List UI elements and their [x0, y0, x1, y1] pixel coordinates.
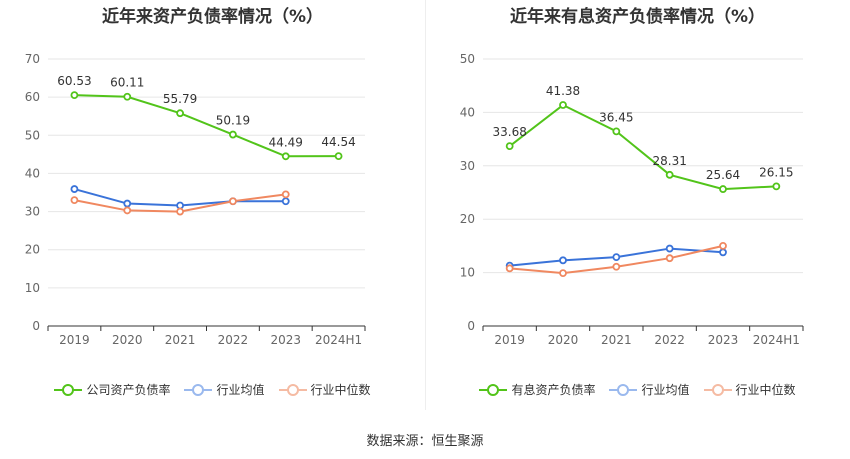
x-tick-label: 2022 [218, 333, 249, 347]
legend-marker-icon [278, 383, 307, 396]
data-point [505, 264, 514, 273]
data-point [772, 182, 781, 191]
data-label: 28.31 [652, 154, 686, 168]
data-point [70, 196, 79, 205]
x-tick-label: 2023 [708, 333, 739, 347]
data-point [559, 256, 567, 265]
y-tick-label: 30 [460, 159, 475, 173]
x-tick-label: 2024H1 [753, 333, 800, 347]
legend-marker-icon [703, 383, 732, 396]
data-label: 25.64 [706, 168, 740, 182]
data-point [70, 91, 79, 100]
y-tick-label: 20 [460, 212, 475, 226]
x-tick-label: 2023 [270, 333, 301, 347]
legend-item-primary[interactable]: 有息资产负债率 [479, 381, 595, 398]
legend-item-industry-avg[interactable]: 行业均值 [184, 381, 265, 398]
chart-plot: 0 10 20 30 40 50 60 70 2019 2020 2021 2022 2023 2024H… [25, 52, 366, 347]
legend-label: 行业中位数 [735, 383, 796, 397]
legend-label: 行业中位数 [310, 383, 371, 397]
data-label: 26.15 [759, 165, 793, 179]
y-tick-label: 40 [460, 105, 475, 119]
chart-plot: 0 10 20 30 40 50 2019 2020 2021 2022 2023 2024H1 33.… [460, 52, 804, 347]
data-point [123, 199, 132, 208]
data-label: 44.49 [269, 135, 303, 149]
data-point [123, 206, 132, 215]
legend-marker-icon [184, 383, 213, 396]
data-point [665, 244, 674, 253]
data-point [281, 152, 290, 161]
data-point [719, 248, 727, 257]
data-point [281, 197, 290, 206]
data-point [559, 269, 567, 278]
legend-item-industry-avg[interactable]: 行业均值 [609, 381, 690, 398]
data-point [123, 92, 132, 101]
data-label: 55.79 [163, 92, 197, 106]
x-tick-label: 2022 [654, 333, 685, 347]
legend-item-primary[interactable]: 公司资产负债率 [54, 381, 170, 398]
data-point [719, 185, 727, 193]
x-tick-label: 2020 [548, 333, 579, 347]
legend-marker-icon [479, 383, 508, 396]
data-point [176, 109, 184, 118]
interest-debt-ratio-chart: 近年来有息资产负债率情况（%） 0 10 20 30 40 50 2019 2020 2021 2… [425, 0, 850, 410]
data-point [334, 152, 343, 161]
chart-legend: 有息资产负债率 行业均值 行业中位数 [425, 381, 850, 398]
data-label: 33.68 [492, 125, 526, 139]
debt-ratio-chart: 近年来资产负债率情况（%） 0 10 20 30 40 50 60 70 2019 2020 202… [0, 0, 425, 410]
data-point [70, 185, 79, 193]
y-tick-label: 0 [467, 319, 475, 333]
data-label: 41.38 [546, 84, 580, 98]
legend-label: 公司资产负债率 [86, 383, 171, 397]
data-label: 60.11 [110, 76, 144, 90]
x-tick-label: 2021 [165, 333, 196, 347]
legend-marker-icon [609, 383, 638, 396]
series-line [509, 103, 777, 191]
y-tick-label: 0 [32, 319, 40, 333]
x-tick-label: 2020 [112, 333, 143, 347]
data-point [505, 142, 514, 151]
legend-item-industry-median[interactable]: 行业中位数 [278, 381, 371, 398]
y-tick-label: 50 [460, 52, 475, 66]
y-tick-label: 60 [25, 90, 40, 104]
x-tick-label: 2019 [494, 333, 525, 347]
chart-legend: 公司资产负债率 行业均值 行业中位数 [0, 381, 425, 398]
y-tick-label: 40 [25, 166, 40, 180]
legend-label: 行业均值 [641, 383, 690, 397]
series-line [74, 94, 339, 158]
data-point [229, 197, 237, 206]
y-tick-label: 20 [25, 243, 40, 257]
legend-label: 有息资产负债率 [511, 383, 596, 397]
y-tick-label: 70 [25, 52, 40, 66]
y-tick-label: 30 [25, 205, 40, 219]
y-tick-label: 50 [25, 128, 40, 142]
chart-title: 近年来资产负债率情况（%） [101, 7, 324, 27]
x-tick-label: 2019 [59, 333, 90, 347]
data-label: 36.45 [599, 110, 633, 124]
data-label: 44.54 [321, 135, 355, 149]
data-point [665, 170, 674, 179]
data-point [612, 253, 621, 262]
data-point [176, 201, 184, 210]
data-point [612, 127, 621, 136]
data-point [559, 101, 567, 109]
data-point [719, 241, 727, 250]
data-point [229, 130, 237, 139]
chart-title: 近年来有息资产负债率情况（%） [509, 7, 766, 27]
data-point [281, 190, 290, 199]
legend-marker-icon [54, 383, 83, 396]
data-point [665, 254, 674, 263]
data-label: 50.19 [216, 114, 250, 128]
data-point [612, 262, 621, 271]
legend-label: 行业均值 [216, 383, 265, 397]
y-tick-label: 10 [25, 281, 40, 295]
legend-item-industry-median[interactable]: 行业中位数 [703, 381, 796, 398]
data-point [176, 207, 184, 216]
data-source: 数据来源：恒生聚源 [366, 434, 484, 449]
x-tick-label: 2024H1 [315, 333, 362, 347]
panel-divider [425, 0, 426, 410]
y-tick-label: 10 [460, 266, 475, 280]
x-tick-label: 2021 [601, 333, 632, 347]
data-label: 60.53 [57, 74, 91, 88]
